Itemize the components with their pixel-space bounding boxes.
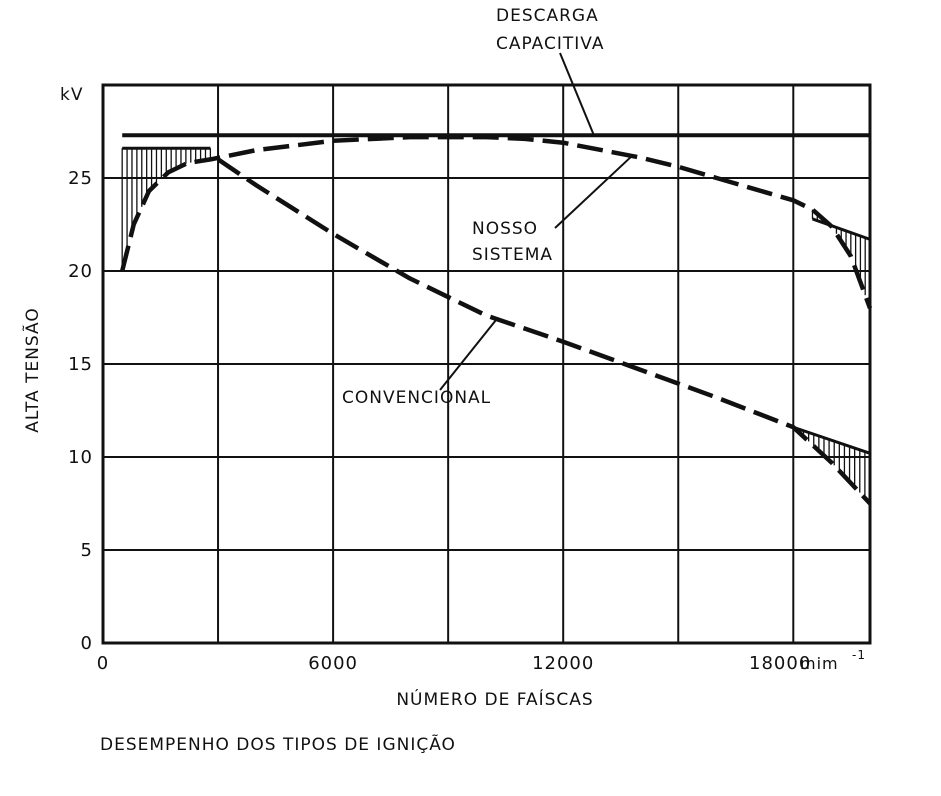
x-tick-labels: 0 6000 12000 18000 [97, 653, 811, 674]
hatch-top-edge [811, 217, 871, 241]
y-tick-label: 20 [68, 261, 93, 282]
hatch-top-edge [792, 425, 871, 455]
y-tick-label: 15 [68, 354, 93, 375]
x-tick-label: 0 [97, 653, 109, 674]
y-tick-label: 5 [81, 540, 93, 561]
hatched-regions [121, 146, 871, 504]
annotation-descarga: DESCARGA [496, 6, 599, 26]
series-line [216, 157, 872, 506]
y-tick-label: 10 [68, 447, 93, 468]
leader-line [439, 316, 499, 391]
annotation-convencional: CONVENCIONAL [342, 388, 491, 408]
figure-caption: DESEMPENHO DOS TIPOS DE IGNIÇÃO [100, 733, 456, 755]
annotation-nosso: NOSSO [472, 219, 538, 239]
y-tick-label: 0 [81, 633, 93, 654]
y-tick-labels: 0 5 10 15 20 25 [68, 168, 93, 654]
leader-lines [439, 52, 633, 391]
series-line [120, 134, 873, 309]
annotation-sistema: SISTEMA [472, 245, 553, 265]
y-axis-title: ALTA TENSÃO [21, 307, 43, 433]
x-unit-label: mim [800, 654, 839, 673]
y-tick-label: 25 [68, 168, 93, 189]
leader-line [554, 154, 633, 229]
series [120, 133, 873, 506]
annotation-capacitiva: CAPACITIVA [496, 34, 604, 54]
leader-line [559, 52, 595, 136]
grid [101, 83, 872, 645]
x-unit-superscript: -1 [852, 648, 866, 662]
x-tick-label: 6000 [308, 653, 358, 674]
x-axis-title: NÚMERO DE FAÍSCAS [396, 688, 593, 710]
x-tick-label: 12000 [532, 653, 594, 674]
x-tick-label: 18000 [749, 653, 811, 674]
y-unit-label: kV [60, 85, 83, 105]
